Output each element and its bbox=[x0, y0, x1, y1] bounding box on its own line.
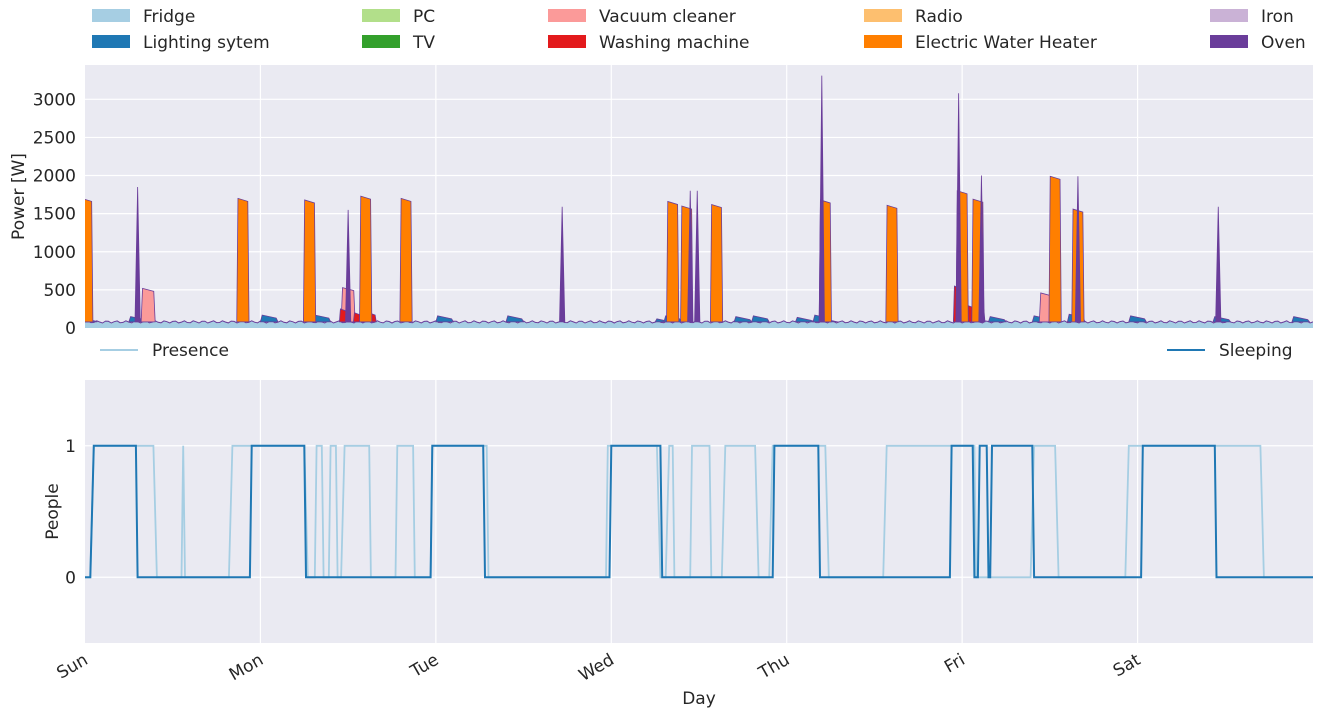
power-peak-oven bbox=[559, 206, 566, 323]
power-peak-lighting-sytem bbox=[751, 315, 770, 323]
legend-label: Radio bbox=[915, 7, 963, 27]
power-peak-electric-water-heater bbox=[709, 203, 724, 323]
x-tick-label: Sun bbox=[53, 650, 91, 683]
legend-label: Washing machine bbox=[599, 33, 750, 53]
power-y-tick-label: 500 bbox=[44, 281, 76, 301]
legend-swatch bbox=[864, 9, 902, 22]
people-y-tick-label: 1 bbox=[65, 437, 76, 457]
legend-item: Sleeping bbox=[1167, 341, 1293, 361]
power-peak-oven bbox=[955, 93, 962, 323]
power-peak-oven bbox=[345, 209, 352, 323]
power-peak-oven bbox=[694, 190, 701, 323]
legend-label: Vacuum cleaner bbox=[599, 7, 736, 27]
x-tick-label: Tue bbox=[406, 650, 442, 682]
x-tick-label: Thu bbox=[755, 650, 794, 684]
power-peak-lighting-sytem bbox=[987, 316, 1007, 323]
legend-item: PC bbox=[362, 7, 435, 27]
legend-item: Electric Water Heater bbox=[864, 33, 1097, 53]
power-peak-oven bbox=[1074, 176, 1081, 323]
power-peak-oven bbox=[978, 175, 985, 323]
power-y-tick-label: 1500 bbox=[33, 205, 76, 225]
power-peak-electric-water-heater bbox=[359, 195, 373, 323]
power-peak-electric-water-heater bbox=[885, 204, 899, 323]
power-peak-vacuum-cleaner bbox=[140, 287, 156, 323]
people-y-tick-label: 0 bbox=[65, 568, 76, 588]
people-y-axis-label: People bbox=[43, 483, 63, 539]
power-peak-oven bbox=[134, 186, 141, 323]
legend-item: TV bbox=[362, 33, 435, 53]
legend-swatch bbox=[1210, 35, 1248, 48]
legend-swatch bbox=[1210, 9, 1248, 22]
power-y-axis-label: Power [W] bbox=[9, 153, 29, 240]
legend-swatch bbox=[92, 35, 130, 48]
power-peak-oven bbox=[1215, 206, 1222, 323]
power-peak-lighting-sytem bbox=[435, 315, 455, 323]
legend-item: Iron bbox=[1210, 7, 1294, 27]
power-peak-electric-water-heater bbox=[303, 199, 317, 323]
legend-item: Presence bbox=[100, 341, 229, 361]
legend-label: Oven bbox=[1261, 33, 1306, 53]
x-tick-label: Sat bbox=[1110, 650, 1144, 681]
people-series-sleeping bbox=[85, 444, 1313, 579]
legend-label: Iron bbox=[1261, 7, 1294, 27]
legend-label: PC bbox=[413, 7, 435, 27]
power-y-tick-label: 3000 bbox=[33, 90, 76, 110]
people-axes-background bbox=[85, 380, 1313, 643]
power-peak-lighting-sytem bbox=[505, 315, 525, 323]
legend-swatch bbox=[864, 35, 902, 48]
power-peak-lighting-sytem bbox=[794, 316, 815, 323]
fridge-area bbox=[85, 320, 1313, 328]
power-peak-lighting-sytem bbox=[1291, 316, 1311, 323]
power-peak-electric-water-heater bbox=[1048, 175, 1062, 323]
power-peak-lighting-sytem bbox=[259, 314, 279, 323]
power-peak-electric-water-heater bbox=[85, 198, 94, 323]
legend-swatch bbox=[548, 35, 586, 48]
legend-item: Vacuum cleaner bbox=[548, 7, 736, 27]
legend-item: Oven bbox=[1210, 33, 1306, 53]
power-peak-oven bbox=[818, 75, 825, 323]
legend-swatch bbox=[362, 9, 400, 22]
legend-label: Sleeping bbox=[1219, 341, 1293, 361]
x-tick-label: Fri bbox=[941, 650, 969, 677]
power-y-tick-label: 2000 bbox=[33, 167, 76, 187]
legend-item: Radio bbox=[864, 7, 963, 27]
power-peak-oven bbox=[687, 190, 694, 323]
x-tick-label: Wed bbox=[576, 650, 618, 686]
legend-label: Lighting sytem bbox=[143, 33, 270, 53]
power-peak-electric-water-heater bbox=[399, 197, 413, 323]
power-peak-electric-water-heater bbox=[236, 197, 250, 323]
power-peak-electric-water-heater bbox=[666, 200, 680, 323]
legend-label: Fridge bbox=[143, 7, 195, 27]
power-peak-lighting-sytem bbox=[1128, 315, 1148, 323]
power-y-tick-label: 2500 bbox=[33, 128, 76, 148]
x-axis-label: Day bbox=[682, 689, 716, 709]
legend-swatch bbox=[548, 9, 586, 22]
power-y-tick-label: 1000 bbox=[33, 243, 76, 263]
power-area-group bbox=[85, 75, 1313, 328]
x-tick-label: Mon bbox=[226, 650, 267, 685]
legend-swatch bbox=[362, 35, 400, 48]
legend-item: Washing machine bbox=[548, 33, 750, 53]
legend-swatch bbox=[92, 9, 130, 22]
legend-item: Fridge bbox=[92, 7, 195, 27]
power-y-tick-label: 0 bbox=[65, 319, 76, 339]
legend-label: Electric Water Heater bbox=[915, 33, 1097, 53]
legend-label: Presence bbox=[152, 341, 229, 361]
power-peak-lighting-sytem bbox=[733, 316, 753, 323]
legend-label: TV bbox=[412, 33, 435, 53]
legend-item: Lighting sytem bbox=[92, 33, 270, 53]
